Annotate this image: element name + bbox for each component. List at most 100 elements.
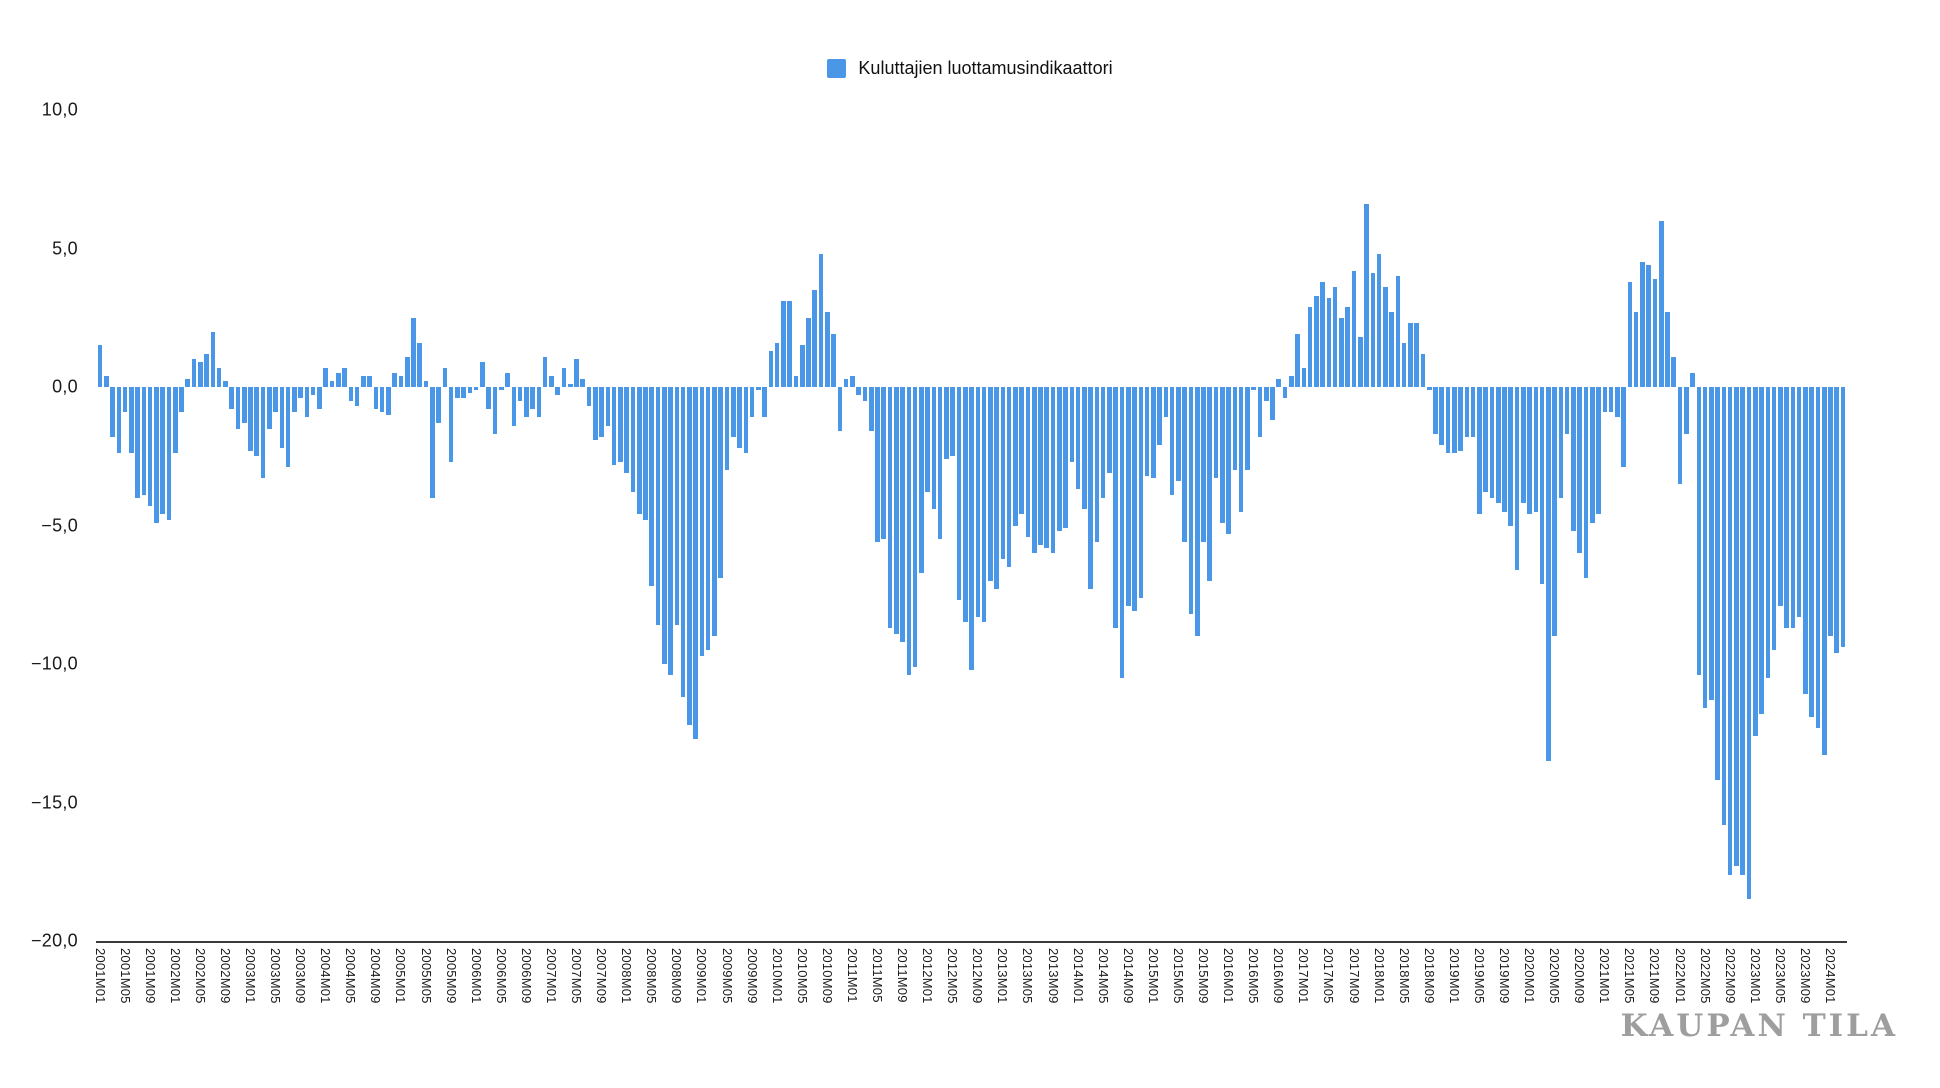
bar bbox=[1696, 387, 1702, 676]
x-tick-label: 2014M05 bbox=[1095, 948, 1111, 1004]
bar bbox=[1514, 387, 1520, 570]
bar bbox=[367, 375, 372, 387]
bar bbox=[1395, 276, 1401, 387]
bar bbox=[655, 387, 661, 626]
bar bbox=[1075, 387, 1081, 490]
bar bbox=[110, 387, 115, 437]
x-tick-label: 2010M01 bbox=[769, 948, 785, 1004]
bar bbox=[580, 378, 586, 387]
bar bbox=[1125, 387, 1131, 606]
bar bbox=[241, 387, 247, 423]
x-tick-label: 2002M09 bbox=[217, 948, 233, 1004]
bar bbox=[1821, 387, 1827, 756]
x-tick-label: 2001M01 bbox=[92, 948, 108, 1004]
bar bbox=[1671, 356, 1677, 387]
x-tick-label: 2024M01 bbox=[1823, 948, 1839, 1004]
bar bbox=[831, 334, 836, 387]
bar bbox=[1458, 387, 1463, 451]
bar bbox=[599, 387, 604, 437]
x-tick-label: 2004M05 bbox=[343, 948, 359, 1004]
x-tick-label: 2007M05 bbox=[569, 948, 585, 1004]
bar bbox=[1151, 387, 1156, 479]
bar bbox=[116, 387, 122, 454]
bar bbox=[317, 387, 322, 410]
bar bbox=[235, 387, 241, 429]
bar bbox=[1094, 387, 1100, 543]
bar bbox=[1370, 273, 1376, 387]
x-tick-label: 2011M09 bbox=[895, 948, 911, 1003]
bar bbox=[1571, 387, 1576, 532]
bar bbox=[1251, 387, 1256, 390]
bar bbox=[774, 342, 780, 387]
bar bbox=[348, 387, 354, 401]
x-tick-label: 2003M01 bbox=[242, 948, 258, 1004]
bar bbox=[273, 387, 278, 412]
x-tick-label: 2019M09 bbox=[1496, 948, 1512, 1004]
x-tick-label: 2009M09 bbox=[744, 948, 760, 1004]
bar bbox=[135, 387, 140, 498]
bar bbox=[900, 387, 905, 642]
bar bbox=[1364, 204, 1369, 387]
bar bbox=[154, 387, 159, 523]
bar bbox=[1665, 312, 1670, 387]
y-tick-label: 10,0 bbox=[41, 99, 78, 120]
bar bbox=[1533, 387, 1539, 512]
x-tick-label: 2014M09 bbox=[1120, 948, 1136, 1004]
bar bbox=[1232, 387, 1238, 471]
bar bbox=[881, 387, 887, 540]
bar bbox=[1119, 387, 1125, 678]
bar bbox=[1000, 387, 1006, 559]
bar bbox=[1220, 387, 1225, 523]
x-tick-label: 2020M05 bbox=[1547, 948, 1563, 1004]
x-tick-label: 2012M09 bbox=[970, 948, 986, 1004]
bar bbox=[1646, 265, 1651, 387]
bar bbox=[198, 362, 203, 387]
bar bbox=[1546, 387, 1551, 761]
bar bbox=[787, 301, 792, 387]
bar bbox=[893, 387, 899, 634]
x-tick-label: 2006M09 bbox=[518, 948, 534, 1004]
bar bbox=[705, 387, 711, 651]
bar bbox=[1138, 387, 1144, 598]
bar bbox=[1238, 387, 1244, 512]
bar bbox=[398, 375, 404, 387]
y-tick-label: −15,0 bbox=[30, 792, 78, 812]
bar bbox=[1596, 387, 1601, 515]
bar bbox=[97, 345, 103, 387]
x-tick-label: 2019M05 bbox=[1471, 948, 1487, 1004]
bar bbox=[1176, 387, 1181, 482]
bar bbox=[166, 387, 172, 520]
x-tick-label: 2018M01 bbox=[1371, 948, 1387, 1004]
bar bbox=[1527, 387, 1532, 515]
bar bbox=[517, 387, 523, 401]
bar bbox=[1389, 312, 1394, 387]
bar bbox=[1226, 387, 1231, 534]
bar bbox=[680, 387, 686, 698]
bar bbox=[1013, 387, 1018, 526]
x-tick-label: 2005M09 bbox=[443, 948, 459, 1004]
bar bbox=[586, 387, 592, 407]
bar bbox=[204, 353, 209, 387]
bar bbox=[448, 387, 454, 462]
bar bbox=[1771, 387, 1777, 651]
bar bbox=[1025, 387, 1031, 537]
bar bbox=[1627, 281, 1633, 387]
bar bbox=[486, 387, 492, 410]
bar bbox=[1834, 387, 1840, 653]
bar bbox=[1520, 387, 1526, 504]
bar bbox=[1019, 387, 1024, 515]
x-tick-label: 2008M09 bbox=[669, 948, 685, 1004]
bar bbox=[555, 387, 560, 396]
bar bbox=[191, 359, 197, 387]
bar bbox=[1270, 387, 1275, 421]
bar bbox=[505, 373, 510, 387]
bar bbox=[756, 387, 761, 390]
bar bbox=[1401, 342, 1407, 387]
bar bbox=[1282, 387, 1288, 399]
x-tick-label: 2021M05 bbox=[1622, 948, 1638, 1004]
chart-legend: Kuluttajien luottamusindikaattori bbox=[0, 58, 1940, 79]
bar bbox=[386, 387, 391, 415]
bar bbox=[530, 387, 535, 410]
bar bbox=[687, 387, 692, 725]
